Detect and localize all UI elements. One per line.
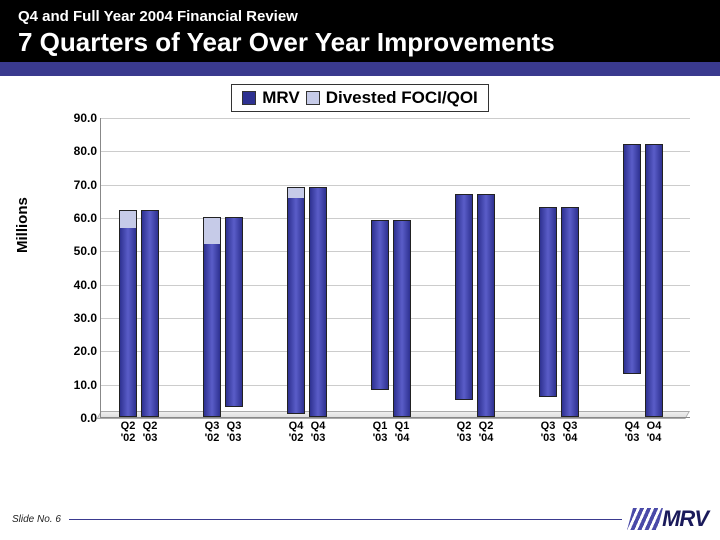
bar-segment-divested: [204, 218, 220, 244]
bar: [539, 207, 557, 397]
y-tick-label: 50.0: [74, 244, 97, 258]
bar: [371, 220, 389, 390]
bar: [203, 217, 221, 417]
logo-stripes-icon: [627, 508, 663, 530]
bar: [225, 217, 243, 407]
x-tick-label: Q2'04: [466, 420, 506, 444]
bar: [309, 187, 327, 417]
legend-swatch-mrv: [242, 91, 256, 105]
bar: [393, 220, 411, 417]
y-axis-title: Millions: [14, 197, 31, 253]
bar: [287, 187, 305, 414]
bar: [119, 210, 137, 417]
bar-segment-mrv: [226, 218, 242, 406]
x-tick-label: Q4'03: [298, 420, 338, 444]
mrv-logo: MRV: [630, 506, 708, 532]
bar-segment-mrv: [540, 208, 556, 396]
accent-band: [0, 62, 720, 76]
slide-header: Q4 and Full Year 2004 Financial Review 7…: [0, 0, 720, 62]
bar-segment-mrv: [204, 244, 220, 416]
y-tick-label: 60.0: [74, 211, 97, 225]
grid-line: [101, 185, 690, 186]
bar-group: [455, 194, 495, 417]
y-tick-label: 80.0: [74, 144, 97, 158]
bar: [561, 207, 579, 417]
grid-line: [101, 118, 690, 119]
y-tick-label: 20.0: [74, 344, 97, 358]
bar: [623, 144, 641, 374]
bar-segment-divested: [288, 188, 304, 198]
x-tick-label: O4'04: [634, 420, 674, 444]
bar-segment-mrv: [288, 198, 304, 413]
y-tick-label: 0.0: [80, 411, 97, 425]
bar-segment-mrv: [478, 195, 494, 416]
y-tick-label: 90.0: [74, 111, 97, 125]
bar-segment-mrv: [120, 228, 136, 416]
header-subtitle: Q4 and Full Year 2004 Financial Review: [18, 8, 720, 25]
header-title: 7 Quarters of Year Over Year Improvement…: [18, 25, 720, 62]
bar-segment-mrv: [456, 195, 472, 400]
bar: [141, 210, 159, 417]
bar-segment-mrv: [142, 211, 158, 416]
y-tick-label: 70.0: [74, 178, 97, 192]
bar-segment-divested: [120, 211, 136, 228]
bar-segment-mrv: [562, 208, 578, 416]
logo-text: MRV: [662, 506, 708, 532]
bar-group: [539, 207, 579, 417]
x-tick-label: Q3'03: [214, 420, 254, 444]
slide-number: Slide No. 6: [12, 514, 61, 525]
grid-line: [101, 218, 690, 219]
bar-group: [119, 210, 159, 417]
chart-plot: 0.010.020.030.040.050.060.070.080.090.0Q…: [100, 118, 690, 418]
bar-group: [203, 217, 243, 417]
legend-label-divested: Divested FOCI/QOI: [326, 88, 478, 108]
y-tick-label: 10.0: [74, 378, 97, 392]
y-tick-label: 30.0: [74, 311, 97, 325]
bar-segment-mrv: [394, 221, 410, 416]
x-tick-label: Q2'03: [130, 420, 170, 444]
bar-segment-mrv: [646, 145, 662, 416]
chart-legend: MRV Divested FOCI/QOI: [231, 84, 489, 112]
y-tick-label: 40.0: [74, 278, 97, 292]
bar-segment-mrv: [372, 221, 388, 389]
bar-group: [371, 220, 411, 417]
slide-footer: Slide No. 6 MRV: [12, 506, 708, 532]
bar-group: [287, 187, 327, 417]
grid-line: [101, 151, 690, 152]
bar: [477, 194, 495, 417]
bar-group: [623, 144, 663, 417]
legend-swatch-divested: [306, 91, 320, 105]
x-tick-label: Q1'04: [382, 420, 422, 444]
bar: [455, 194, 473, 401]
chart-area: Millions 0.010.020.030.040.050.060.070.0…: [60, 118, 700, 448]
footer-divider-line: [69, 519, 622, 520]
bar: [645, 144, 663, 417]
legend-label-mrv: MRV: [262, 88, 299, 108]
bar-segment-mrv: [624, 145, 640, 373]
bar-segment-mrv: [310, 188, 326, 416]
x-tick-label: Q3'04: [550, 420, 590, 444]
